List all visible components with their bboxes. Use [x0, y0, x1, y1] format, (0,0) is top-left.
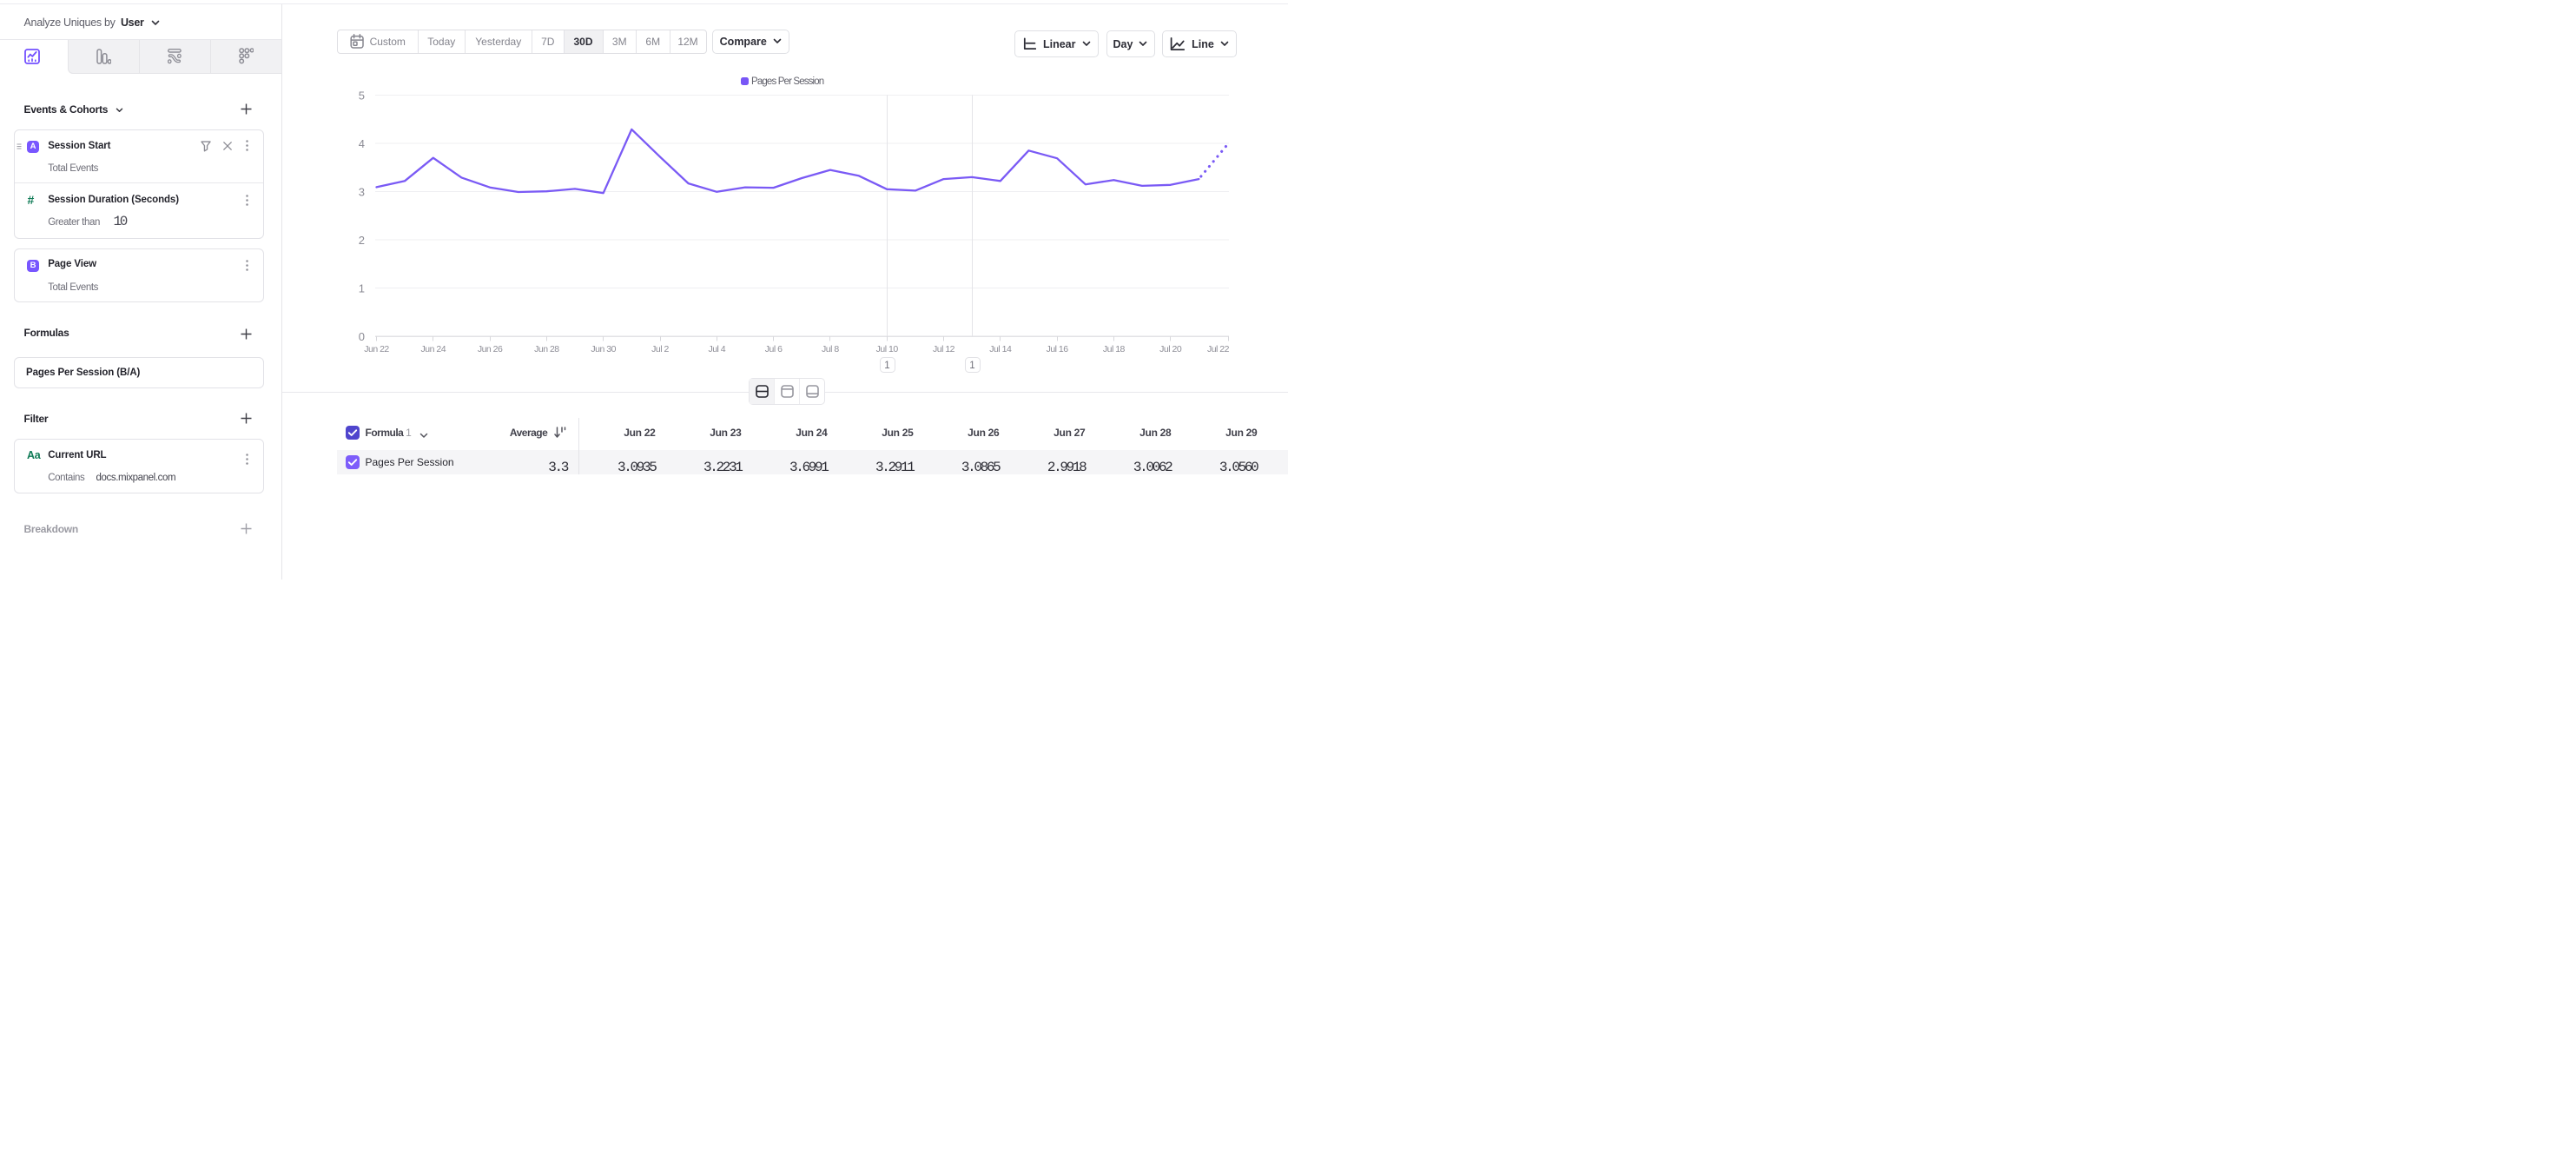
- svg-text:2: 2: [359, 234, 365, 247]
- svg-text:Jul 18: Jul 18: [1103, 344, 1126, 354]
- svg-text:Jun 28: Jun 28: [534, 344, 559, 354]
- svg-text:Jun 26: Jun 26: [478, 344, 503, 354]
- svg-text:Jul 6: Jul 6: [765, 344, 783, 354]
- svg-text:Jul 16: Jul 16: [1047, 344, 1069, 354]
- svg-text:3: 3: [359, 186, 365, 199]
- svg-text:Jul 14: Jul 14: [989, 344, 1012, 354]
- svg-text:Jul 2: Jul 2: [651, 344, 669, 354]
- svg-text:1: 1: [359, 282, 365, 295]
- svg-text:Jul 12: Jul 12: [933, 344, 955, 354]
- svg-text:Jul 8: Jul 8: [822, 344, 839, 354]
- svg-text:Jun 24: Jun 24: [421, 344, 446, 354]
- svg-text:Jun 30: Jun 30: [591, 344, 616, 354]
- svg-text:Jun 22: Jun 22: [364, 344, 389, 354]
- svg-text:5: 5: [359, 89, 365, 103]
- svg-text:Jul 20: Jul 20: [1159, 344, 1182, 354]
- svg-text:Jul 4: Jul 4: [708, 344, 725, 354]
- svg-text:4: 4: [359, 137, 365, 150]
- svg-text:0: 0: [359, 330, 365, 343]
- svg-text:Jul 10: Jul 10: [876, 344, 899, 354]
- svg-text:Jul 22: Jul 22: [1207, 344, 1230, 354]
